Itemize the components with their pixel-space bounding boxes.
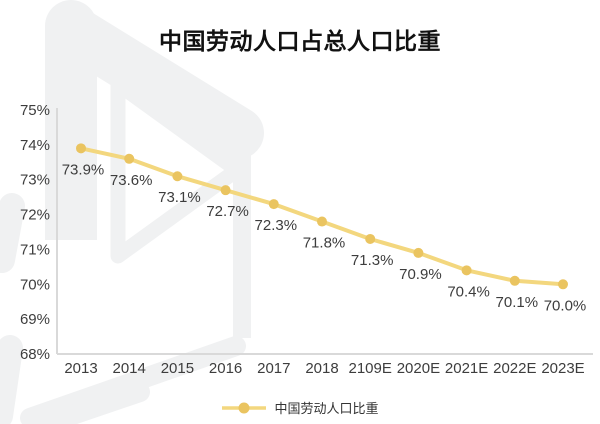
x-tick-label: 2013 [64,360,97,377]
data-point-label: 70.9% [399,266,442,283]
data-point-label: 70.4% [447,283,490,300]
legend-label: 中国劳动人口比重 [274,401,379,416]
y-tick-label: 74% [20,137,50,154]
data-point-label: 73.1% [158,189,201,206]
data-point-marker [365,233,376,244]
data-point-label: 73.9% [62,161,105,178]
x-tick-label: 2018 [305,360,338,377]
legend-dot [238,402,250,413]
data-point-marker [461,265,472,276]
legend-line-marker [222,402,267,413]
data-point-label: 72.7% [206,203,249,220]
data-point-marker [317,216,327,227]
x-tick-label: 2109E [349,360,392,377]
trend-line [79,146,565,287]
watermark-triangle [110,76,245,264]
data-point-marker [76,143,86,154]
data-point-label: 70.0% [544,297,587,314]
data-point-marker [413,247,424,258]
watermark-bottom-band [20,336,246,424]
y-tick-label: 75% [20,102,50,119]
x-tick-label: 2022E [493,360,536,377]
legend: 中国劳动人口比重 [0,398,600,417]
y-tick-label: 71% [20,241,50,258]
x-tick-label: 2016 [209,360,242,377]
data-point-label: 70.1% [496,294,539,311]
data-point-label: 72.3% [255,217,298,234]
watermark-top-band [45,4,264,159]
y-tick-label: 72% [20,207,50,224]
data-point-marker [172,171,183,182]
watermark-left-wedge-1 [0,193,25,273]
chart-title: 中国劳动人口占总人口比重 [159,28,441,54]
watermark-left-wedge-2 [0,335,23,424]
data-point-label: 71.3% [351,252,394,269]
data-point-marker [124,153,135,164]
data-point-label: 73.6% [110,172,153,189]
x-tick-label: 2023E [541,360,584,377]
y-tick-label: 73% [20,172,50,189]
y-tick-label: 69% [20,311,50,328]
data-point-marker [558,279,568,290]
x-tick-label: 2014 [113,360,146,377]
y-tick-label: 68% [20,346,50,363]
x-tick-label: 2021E [445,360,488,377]
y-tick-label: 70% [20,276,50,293]
data-point-marker [509,275,520,286]
x-tick-label: 2020E [397,360,440,377]
x-tick-label: 2017 [257,360,290,377]
watermark-bottom-band-2 [36,382,150,424]
data-point-label: 71.8% [303,235,346,252]
x-tick-label: 2015 [161,360,194,377]
data-point-marker [220,185,231,196]
data-point-marker [268,199,279,210]
